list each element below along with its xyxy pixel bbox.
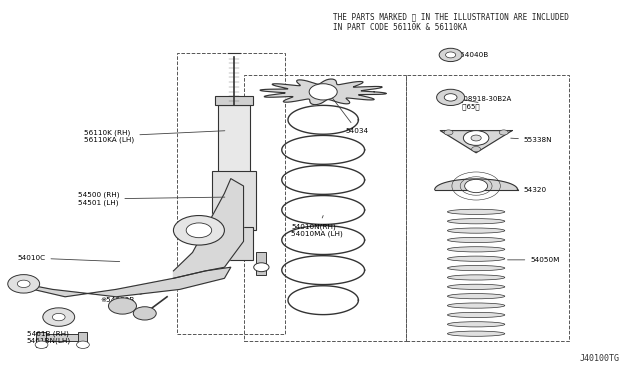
Bar	[177, 53, 285, 334]
Ellipse shape	[447, 284, 505, 289]
Bar	[256, 253, 266, 275]
Polygon shape	[260, 79, 387, 105]
Bar	[78, 332, 88, 347]
Circle shape	[499, 130, 508, 135]
Bar	[36, 334, 88, 341]
Polygon shape	[14, 267, 231, 297]
Circle shape	[439, 48, 462, 62]
Text: 54050M: 54050M	[508, 257, 559, 263]
Circle shape	[465, 179, 488, 193]
Circle shape	[436, 89, 465, 106]
Circle shape	[8, 275, 40, 293]
Bar	[406, 75, 568, 341]
Ellipse shape	[447, 219, 505, 224]
Circle shape	[445, 52, 456, 58]
Text: J40100TG: J40100TG	[579, 354, 620, 363]
Ellipse shape	[447, 247, 505, 252]
Circle shape	[253, 263, 269, 272]
Circle shape	[471, 135, 481, 141]
Ellipse shape	[447, 209, 505, 214]
Text: 54320: 54320	[517, 187, 547, 193]
Ellipse shape	[447, 228, 505, 233]
Bar	[244, 75, 406, 341]
Bar	[215, 96, 253, 105]
Text: ※54080B: ※54080B	[100, 294, 142, 304]
Polygon shape	[173, 179, 244, 278]
Circle shape	[472, 147, 481, 152]
Ellipse shape	[447, 266, 505, 271]
Text: 55338N: 55338N	[511, 137, 552, 143]
Bar	[212, 171, 256, 230]
Circle shape	[35, 341, 48, 349]
Circle shape	[444, 94, 457, 101]
Bar	[218, 105, 250, 179]
Circle shape	[309, 84, 337, 100]
Polygon shape	[440, 131, 512, 153]
Bar	[215, 227, 253, 260]
Ellipse shape	[447, 256, 505, 261]
Circle shape	[43, 308, 75, 326]
Circle shape	[463, 131, 489, 145]
Circle shape	[199, 263, 214, 272]
Text: 54034: 54034	[328, 92, 369, 134]
Bar	[36, 332, 46, 347]
Circle shape	[133, 307, 156, 320]
Circle shape	[52, 313, 65, 321]
Text: 54010C: 54010C	[17, 255, 120, 262]
Ellipse shape	[447, 275, 505, 280]
Ellipse shape	[447, 331, 505, 336]
Text: 56110K (RH)
56110KA (LH): 56110K (RH) 56110KA (LH)	[84, 129, 225, 143]
Text: 5461B (RH)
5461BN(LH): 5461B (RH) 5461BN(LH)	[27, 324, 71, 344]
Ellipse shape	[447, 322, 505, 327]
Ellipse shape	[447, 237, 505, 243]
Text: ※ ⓝ08918-30B2A
     づ65〷: ※ ⓝ08918-30B2A づ65〷	[451, 96, 511, 110]
Text: ※54040B: ※54040B	[451, 52, 488, 58]
Circle shape	[77, 341, 90, 349]
Ellipse shape	[447, 294, 505, 299]
Text: 54500 (RH)
54501 (LH): 54500 (RH) 54501 (LH)	[78, 192, 225, 206]
Circle shape	[186, 223, 212, 238]
Circle shape	[173, 215, 225, 245]
Text: 54010N(RH)
54010MA (LH): 54010N(RH) 54010MA (LH)	[291, 215, 343, 237]
Circle shape	[108, 298, 136, 314]
Ellipse shape	[447, 303, 505, 308]
Circle shape	[444, 130, 453, 135]
Bar	[202, 253, 212, 275]
Circle shape	[17, 280, 30, 288]
Ellipse shape	[447, 312, 505, 318]
Text: THE PARTS MARKED ※ IN THE ILLUSTRATION ARE INCLUDED
IN PART CODE 56110K & 56110K: THE PARTS MARKED ※ IN THE ILLUSTRATION A…	[333, 13, 568, 32]
